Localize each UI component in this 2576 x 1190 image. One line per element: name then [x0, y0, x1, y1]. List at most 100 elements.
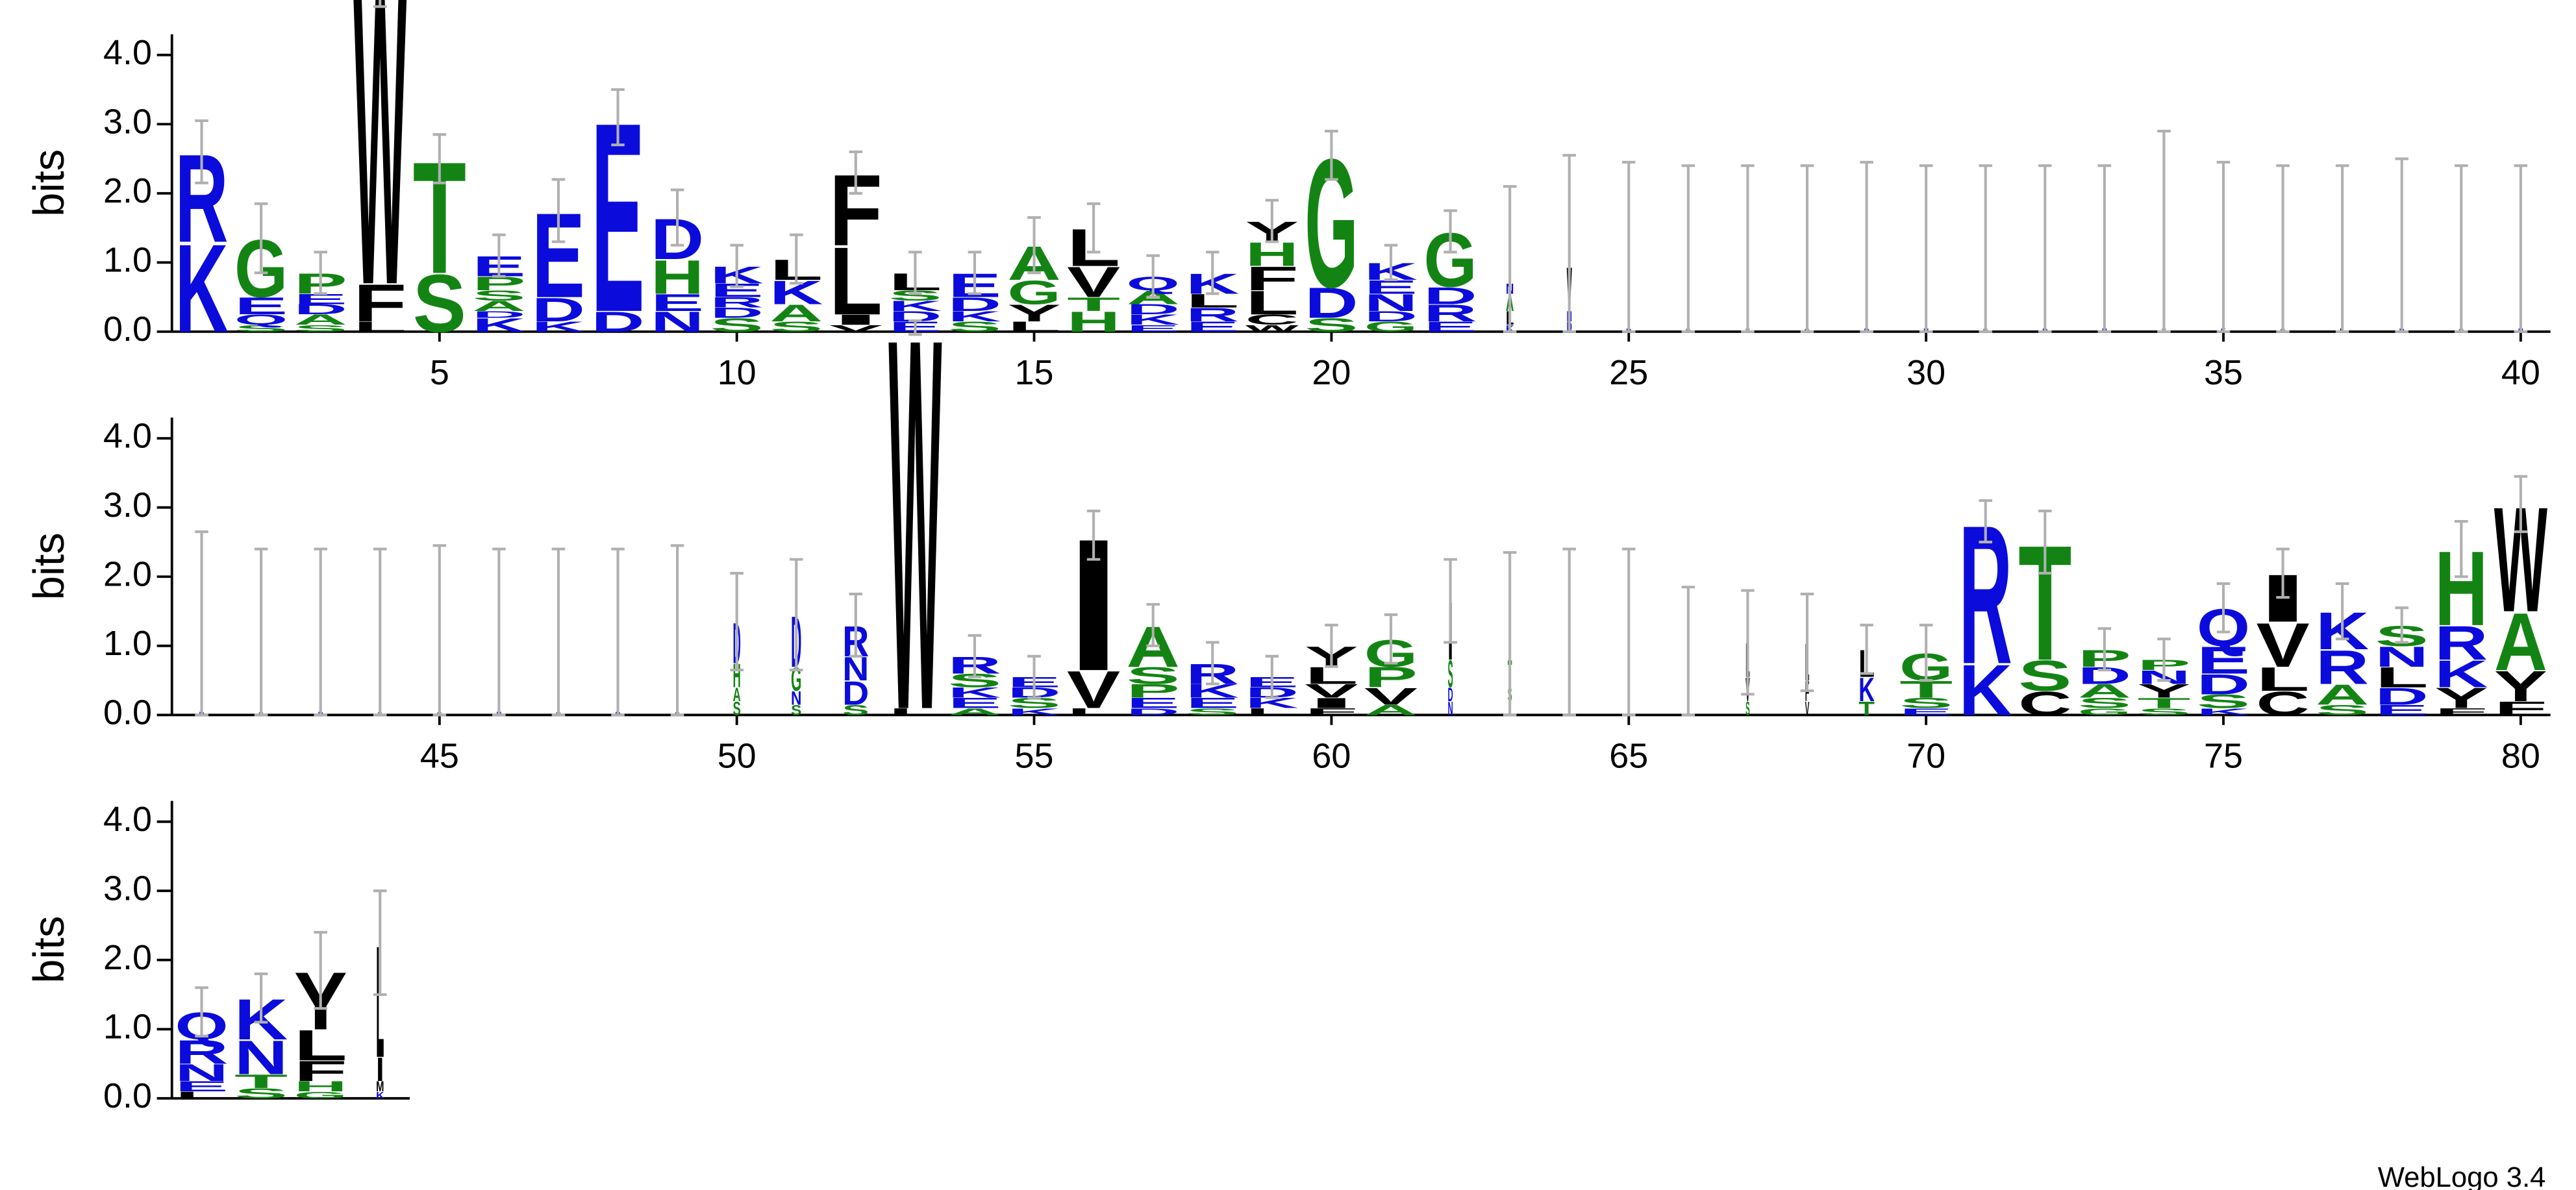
letter: K: [2434, 652, 2488, 696]
error-bar: [2038, 164, 2052, 333]
letter: D: [948, 293, 1001, 315]
error-bar: [2455, 164, 2468, 333]
error-bar: [611, 547, 625, 717]
error-bar: [670, 544, 684, 717]
error-bar: [195, 530, 208, 717]
letter: D: [710, 304, 764, 321]
letter: A: [1364, 702, 1418, 718]
letter: E: [651, 290, 704, 317]
letter: S: [413, 258, 466, 349]
letter: H: [294, 1078, 347, 1095]
error-bar: [968, 251, 982, 295]
error-bar: [1503, 551, 1517, 717]
error-bar: [1622, 160, 1636, 333]
letter: E: [1899, 706, 1953, 717]
error-bar: [2097, 164, 2112, 333]
error-bar: [2038, 509, 2052, 575]
letter: S: [1127, 662, 1180, 689]
y-axis-label: bits: [25, 149, 73, 217]
y-axis-label: bits: [25, 916, 73, 984]
letter: L: [1007, 319, 1060, 335]
y-tick-label: 2.0: [103, 171, 152, 210]
error-bar: [611, 88, 625, 147]
letter: L: [1245, 706, 1299, 717]
letter: S: [2137, 706, 2190, 717]
footer: WebLogo 3.4: [2378, 1161, 2546, 1190]
letter: D: [2197, 668, 2250, 700]
error-bar: [1325, 623, 1338, 668]
letter: E: [1127, 695, 1180, 711]
x-tick-label: 15: [1015, 353, 1054, 392]
error-bar: [1503, 185, 1517, 333]
y-tick-label: 1.0: [103, 241, 152, 280]
letter: K: [888, 298, 942, 314]
y-tick-label: 1.0: [103, 624, 152, 663]
error-bar: [195, 986, 208, 1037]
error-bar: [2216, 160, 2231, 333]
y-tick-label: 0.0: [103, 693, 152, 732]
error-bar: [492, 547, 506, 717]
letter: T: [1858, 698, 1875, 719]
letter: N: [1447, 697, 1453, 719]
error-bar: [1444, 558, 1457, 644]
error-bar: [254, 202, 268, 275]
error-bar: [1146, 602, 1160, 647]
error-bar: [2395, 157, 2408, 333]
letter: K: [948, 308, 1001, 325]
letter: V: [2257, 610, 2310, 680]
panel: bits0.01.02.03.04.04550556065707580DGDSG…: [25, 228, 2551, 821]
letter: Y: [2434, 682, 2488, 714]
error-bar: [2276, 164, 2290, 333]
letter: R: [1186, 304, 1239, 325]
letter: Y: [1007, 300, 1060, 327]
error-bar: [2157, 129, 2171, 333]
letter: S: [294, 323, 347, 334]
y-tick-label: 3.0: [103, 102, 152, 141]
letter: F: [294, 1055, 347, 1087]
error-bar: [908, 319, 922, 336]
letter: R: [1423, 300, 1477, 327]
error-bar: [670, 188, 684, 247]
error-bar: [1800, 164, 1814, 333]
letter: L: [829, 228, 882, 335]
letter: K: [2197, 706, 2250, 717]
letter: K: [376, 1090, 384, 1101]
error-bar: [2514, 164, 2528, 333]
letter: E: [2197, 639, 2250, 682]
error-bar: [1325, 129, 1338, 181]
error-bar: [1562, 154, 1576, 333]
letter: S: [710, 314, 764, 336]
error-bar: [1205, 251, 1219, 295]
x-tick-label: 65: [1609, 736, 1648, 775]
error-bar: [1622, 547, 1636, 717]
letter: F: [2434, 706, 2488, 717]
error-bar: [2276, 547, 2290, 599]
letter: S: [472, 288, 525, 304]
y-tick-label: 0.0: [103, 310, 152, 349]
letter: N: [1364, 290, 1418, 317]
letter: A: [948, 706, 1001, 717]
letter: K: [948, 684, 1001, 700]
letter: W: [353, 0, 407, 372]
x-tick-label: 20: [1312, 353, 1351, 392]
letter: P: [1364, 661, 1418, 693]
error-bar: [1860, 623, 1873, 675]
error-bar: [1265, 199, 1279, 243]
letter: H: [733, 658, 741, 695]
y-tick-label: 1.0: [103, 1007, 152, 1046]
letter: G: [2078, 706, 2131, 717]
letter: V: [1067, 660, 1120, 719]
error-bar: [2514, 475, 2528, 534]
letter: S: [234, 323, 288, 334]
error-bar: [314, 251, 327, 295]
error-bar: [2216, 582, 2231, 634]
letter: N: [2375, 640, 2429, 673]
letter: S: [2018, 651, 2071, 700]
letter: F: [353, 273, 406, 332]
error-bar: [1027, 654, 1041, 699]
x-tick-label: 80: [2501, 736, 2540, 775]
letter: N: [651, 306, 704, 338]
letter: G: [1364, 319, 1418, 335]
letter: H: [651, 250, 704, 304]
